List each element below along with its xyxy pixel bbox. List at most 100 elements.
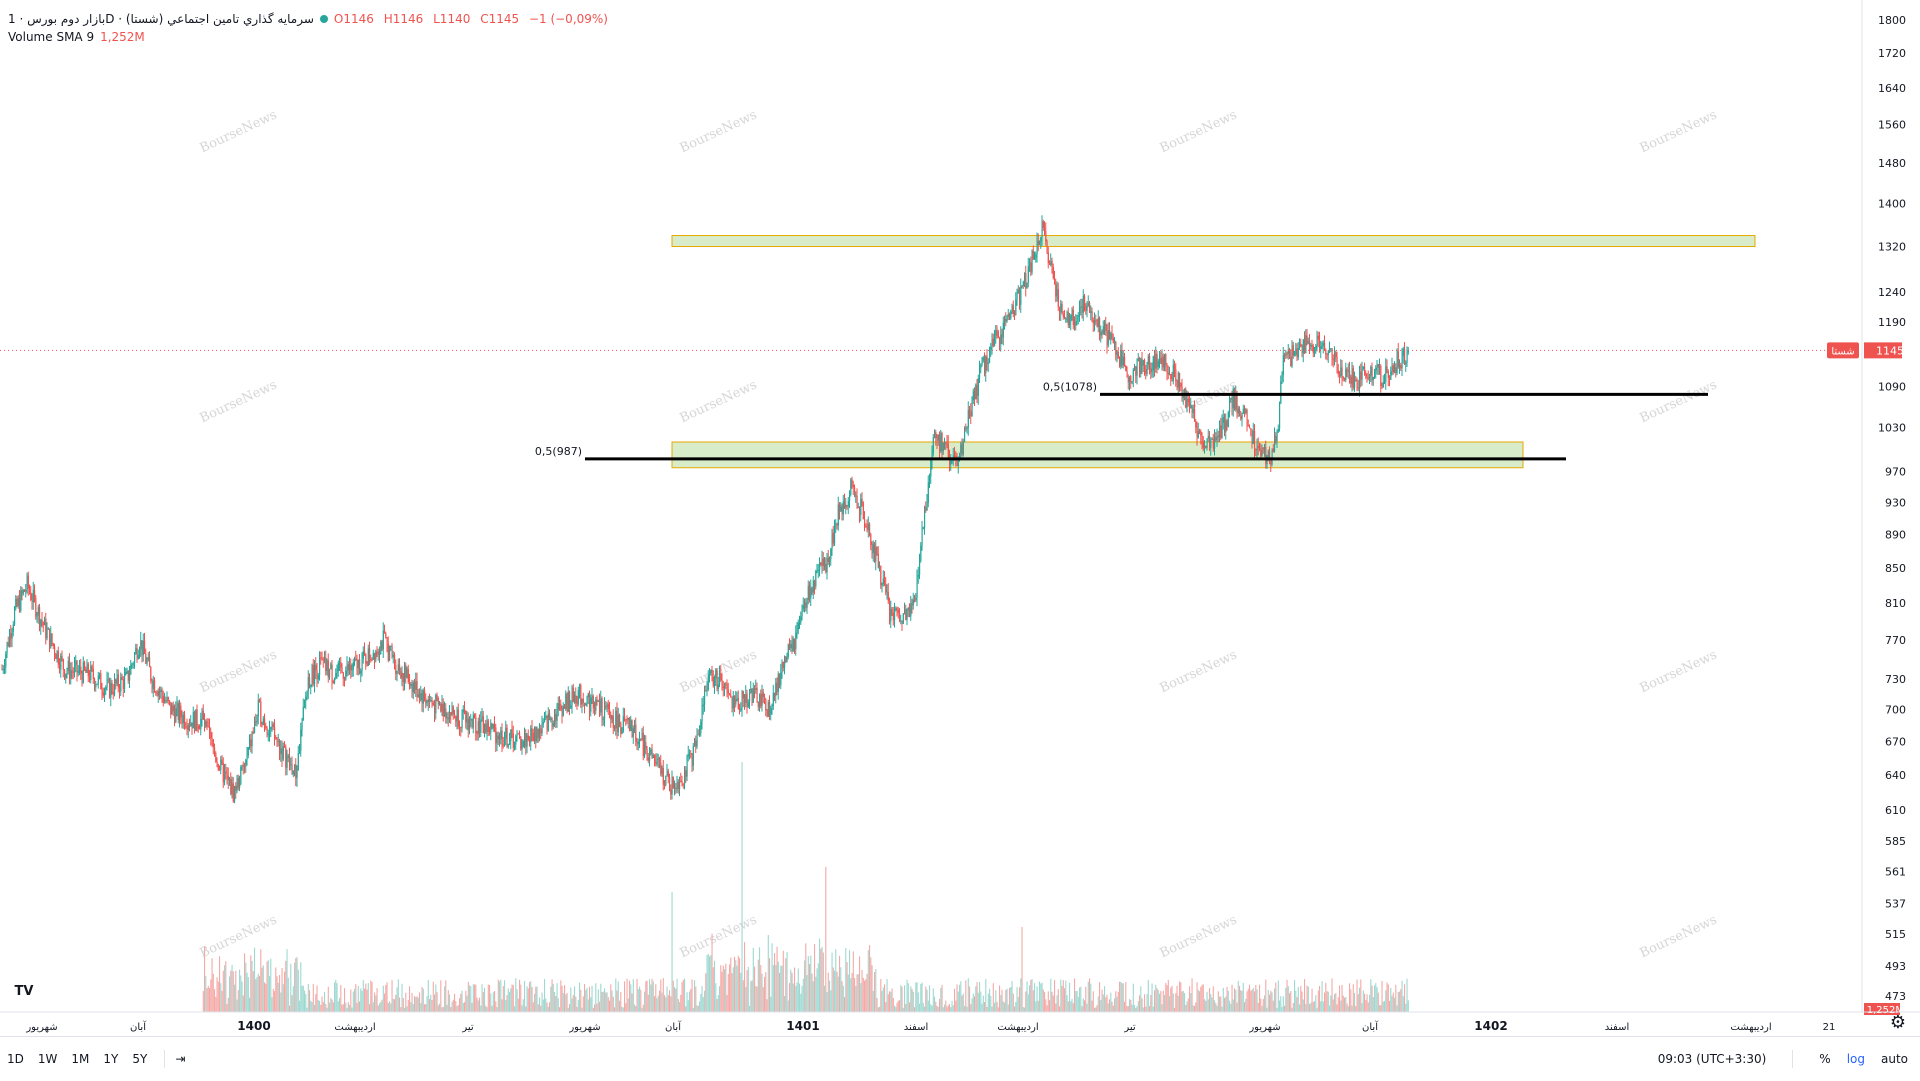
volume-bar (225, 961, 227, 1012)
candle-body (482, 716, 484, 734)
candle-body (394, 654, 396, 666)
volume-bar (307, 983, 309, 1012)
candle-body (425, 697, 427, 704)
candle-body (347, 664, 349, 671)
candle-body (665, 775, 667, 785)
volume-bar (740, 972, 742, 1012)
candle-body (900, 620, 902, 622)
volume-bar (1114, 998, 1116, 1012)
volume-bar (264, 982, 266, 1012)
volume-bar (1220, 996, 1222, 1012)
candle-body (1369, 375, 1371, 378)
candle-body (1045, 230, 1047, 242)
volume-bar (324, 991, 326, 1012)
volume-bar (1367, 1002, 1369, 1012)
clock[interactable]: 09:03 (UTC+3:30) (1657, 1052, 1767, 1066)
volume-bar (392, 998, 394, 1012)
volume-bar (1241, 990, 1243, 1012)
percent-toggle[interactable]: % (1819, 1052, 1831, 1066)
volume-bar (964, 1005, 966, 1012)
candle-body (624, 716, 626, 720)
symbol-title[interactable]: بازار دوم بورس · 1D · سرمایه گذاري تامين… (8, 12, 314, 26)
candle-body (462, 709, 464, 713)
volume-bar (802, 978, 804, 1012)
volume-bar (292, 986, 294, 1012)
volume-bar (714, 960, 716, 1012)
candle-body (1361, 368, 1363, 380)
auto-toggle[interactable]: auto (1880, 1052, 1908, 1066)
candle-body (505, 727, 507, 739)
volume-bar (300, 962, 302, 1012)
candle-body (722, 686, 724, 689)
volume-bar (521, 1005, 523, 1012)
volume-bar (1147, 979, 1149, 1012)
volume-bar (1261, 1005, 1263, 1012)
volume-bar (211, 958, 213, 1012)
candle-body (1004, 318, 1006, 323)
volume-bar (387, 1002, 389, 1012)
price-chart[interactable]: BourseNews BourseNews BourseNews BourseNews… (0, 0, 1920, 1036)
timeframe-1d[interactable]: 1D (7, 1052, 24, 1066)
volume-bar (1354, 992, 1356, 1012)
candle-body (406, 669, 408, 678)
candle-body (981, 360, 983, 366)
volume-bar (1116, 996, 1118, 1012)
volume-bar (737, 955, 739, 1012)
candle-body (350, 665, 352, 671)
candle-body (901, 620, 903, 624)
date-range-icon[interactable]: ⇥ (175, 1052, 186, 1066)
candle-body (627, 717, 629, 721)
candle-body (427, 698, 429, 703)
candle-body (889, 601, 891, 622)
volume-bar (785, 958, 787, 1012)
candle-body (916, 576, 918, 598)
volume-bar (1127, 1006, 1129, 1012)
tradingview-logo-icon[interactable]: TV (10, 980, 38, 1002)
volume-bar (1331, 978, 1333, 1012)
candle-body (1397, 351, 1399, 368)
volume-bar (1146, 993, 1148, 1012)
volume-bar (1349, 983, 1351, 1012)
volume-bar (421, 986, 423, 1012)
candle-body (670, 789, 672, 795)
timeframe-1y[interactable]: 1Y (103, 1052, 119, 1066)
candle-body (315, 664, 317, 671)
log-toggle[interactable]: log (1846, 1052, 1865, 1066)
candle-body (976, 384, 978, 396)
candle-body (541, 724, 543, 734)
volume-bar (865, 979, 867, 1012)
volume-bar (231, 964, 233, 1012)
volume-bar (819, 938, 821, 1012)
volume-bar (954, 988, 956, 1012)
candle-body (34, 589, 36, 598)
volume-bar (1105, 997, 1107, 1012)
candle-body (776, 682, 778, 692)
timeframe-1w[interactable]: 1W (37, 1052, 58, 1066)
volume-indicator-label[interactable]: Volume SMA 9 (8, 30, 95, 44)
candle-body (65, 673, 67, 679)
candle-body (992, 338, 994, 347)
timeframe-1m[interactable]: 1M (71, 1052, 90, 1066)
candle-body (1259, 447, 1261, 451)
timeframe-5y[interactable]: 5Y (132, 1052, 148, 1066)
volume-bar (220, 983, 222, 1012)
candle-body (1280, 381, 1282, 404)
volume-bar (1221, 1006, 1223, 1012)
candle-body (1171, 379, 1173, 381)
time-tick-label: شهریور (1248, 1022, 1280, 1033)
volume-bar (1014, 1006, 1016, 1012)
candle-body (274, 727, 276, 738)
volume-bar (340, 985, 342, 1012)
volume-bar (955, 1000, 957, 1012)
candle-body (1282, 354, 1284, 376)
gear-icon[interactable]: ⚙ (1889, 1012, 1906, 1033)
candle-body (1179, 372, 1181, 384)
candle-body (1117, 351, 1119, 358)
candle-body (1024, 273, 1026, 282)
volume-bar (476, 997, 478, 1012)
volume-bar (331, 999, 333, 1012)
candle-body (1360, 371, 1362, 380)
volume-bar (1025, 991, 1027, 1012)
volume-bar (341, 1004, 343, 1012)
candle-body (874, 543, 876, 562)
